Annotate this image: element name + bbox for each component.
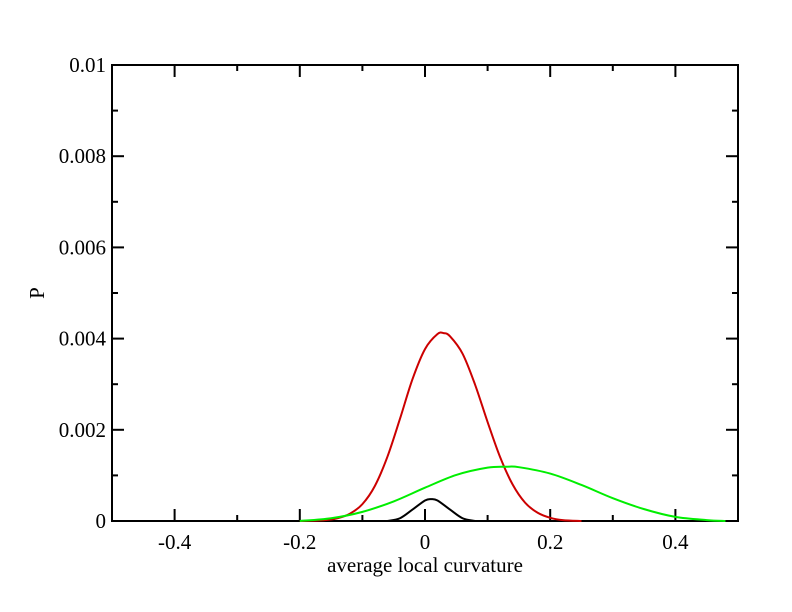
x-tick-label: 0.4 (662, 530, 689, 554)
plot-frame (111, 64, 739, 522)
series-line-2 (299, 465, 726, 522)
x-tick-label: -0.4 (158, 530, 192, 554)
series-layer (299, 331, 726, 522)
y-tick-label: 0.01 (69, 53, 106, 77)
y-tick-label: 0.002 (59, 418, 106, 442)
series-line-3 (387, 498, 476, 522)
y-tick-label: 0.008 (59, 144, 106, 168)
x-tick-label: 0.2 (537, 530, 563, 554)
y-tick-label: 0 (96, 509, 107, 533)
axis-tick-labels: -0.4 -0.2 0 0.2 0.4 0 0.002 0.004 0.006 0.008 0.01 (59, 53, 689, 554)
axis-ticks (111, 64, 739, 522)
y-tick-label: 0.004 (59, 327, 107, 351)
y-axis-title: P (25, 287, 49, 299)
x-axis-title: average local curvature (327, 553, 523, 577)
y-tick-label: 0.006 (59, 235, 106, 259)
x-tick-label: -0.2 (283, 530, 316, 554)
series-line-1 (299, 331, 582, 522)
x-tick-label: 0 (420, 530, 431, 554)
